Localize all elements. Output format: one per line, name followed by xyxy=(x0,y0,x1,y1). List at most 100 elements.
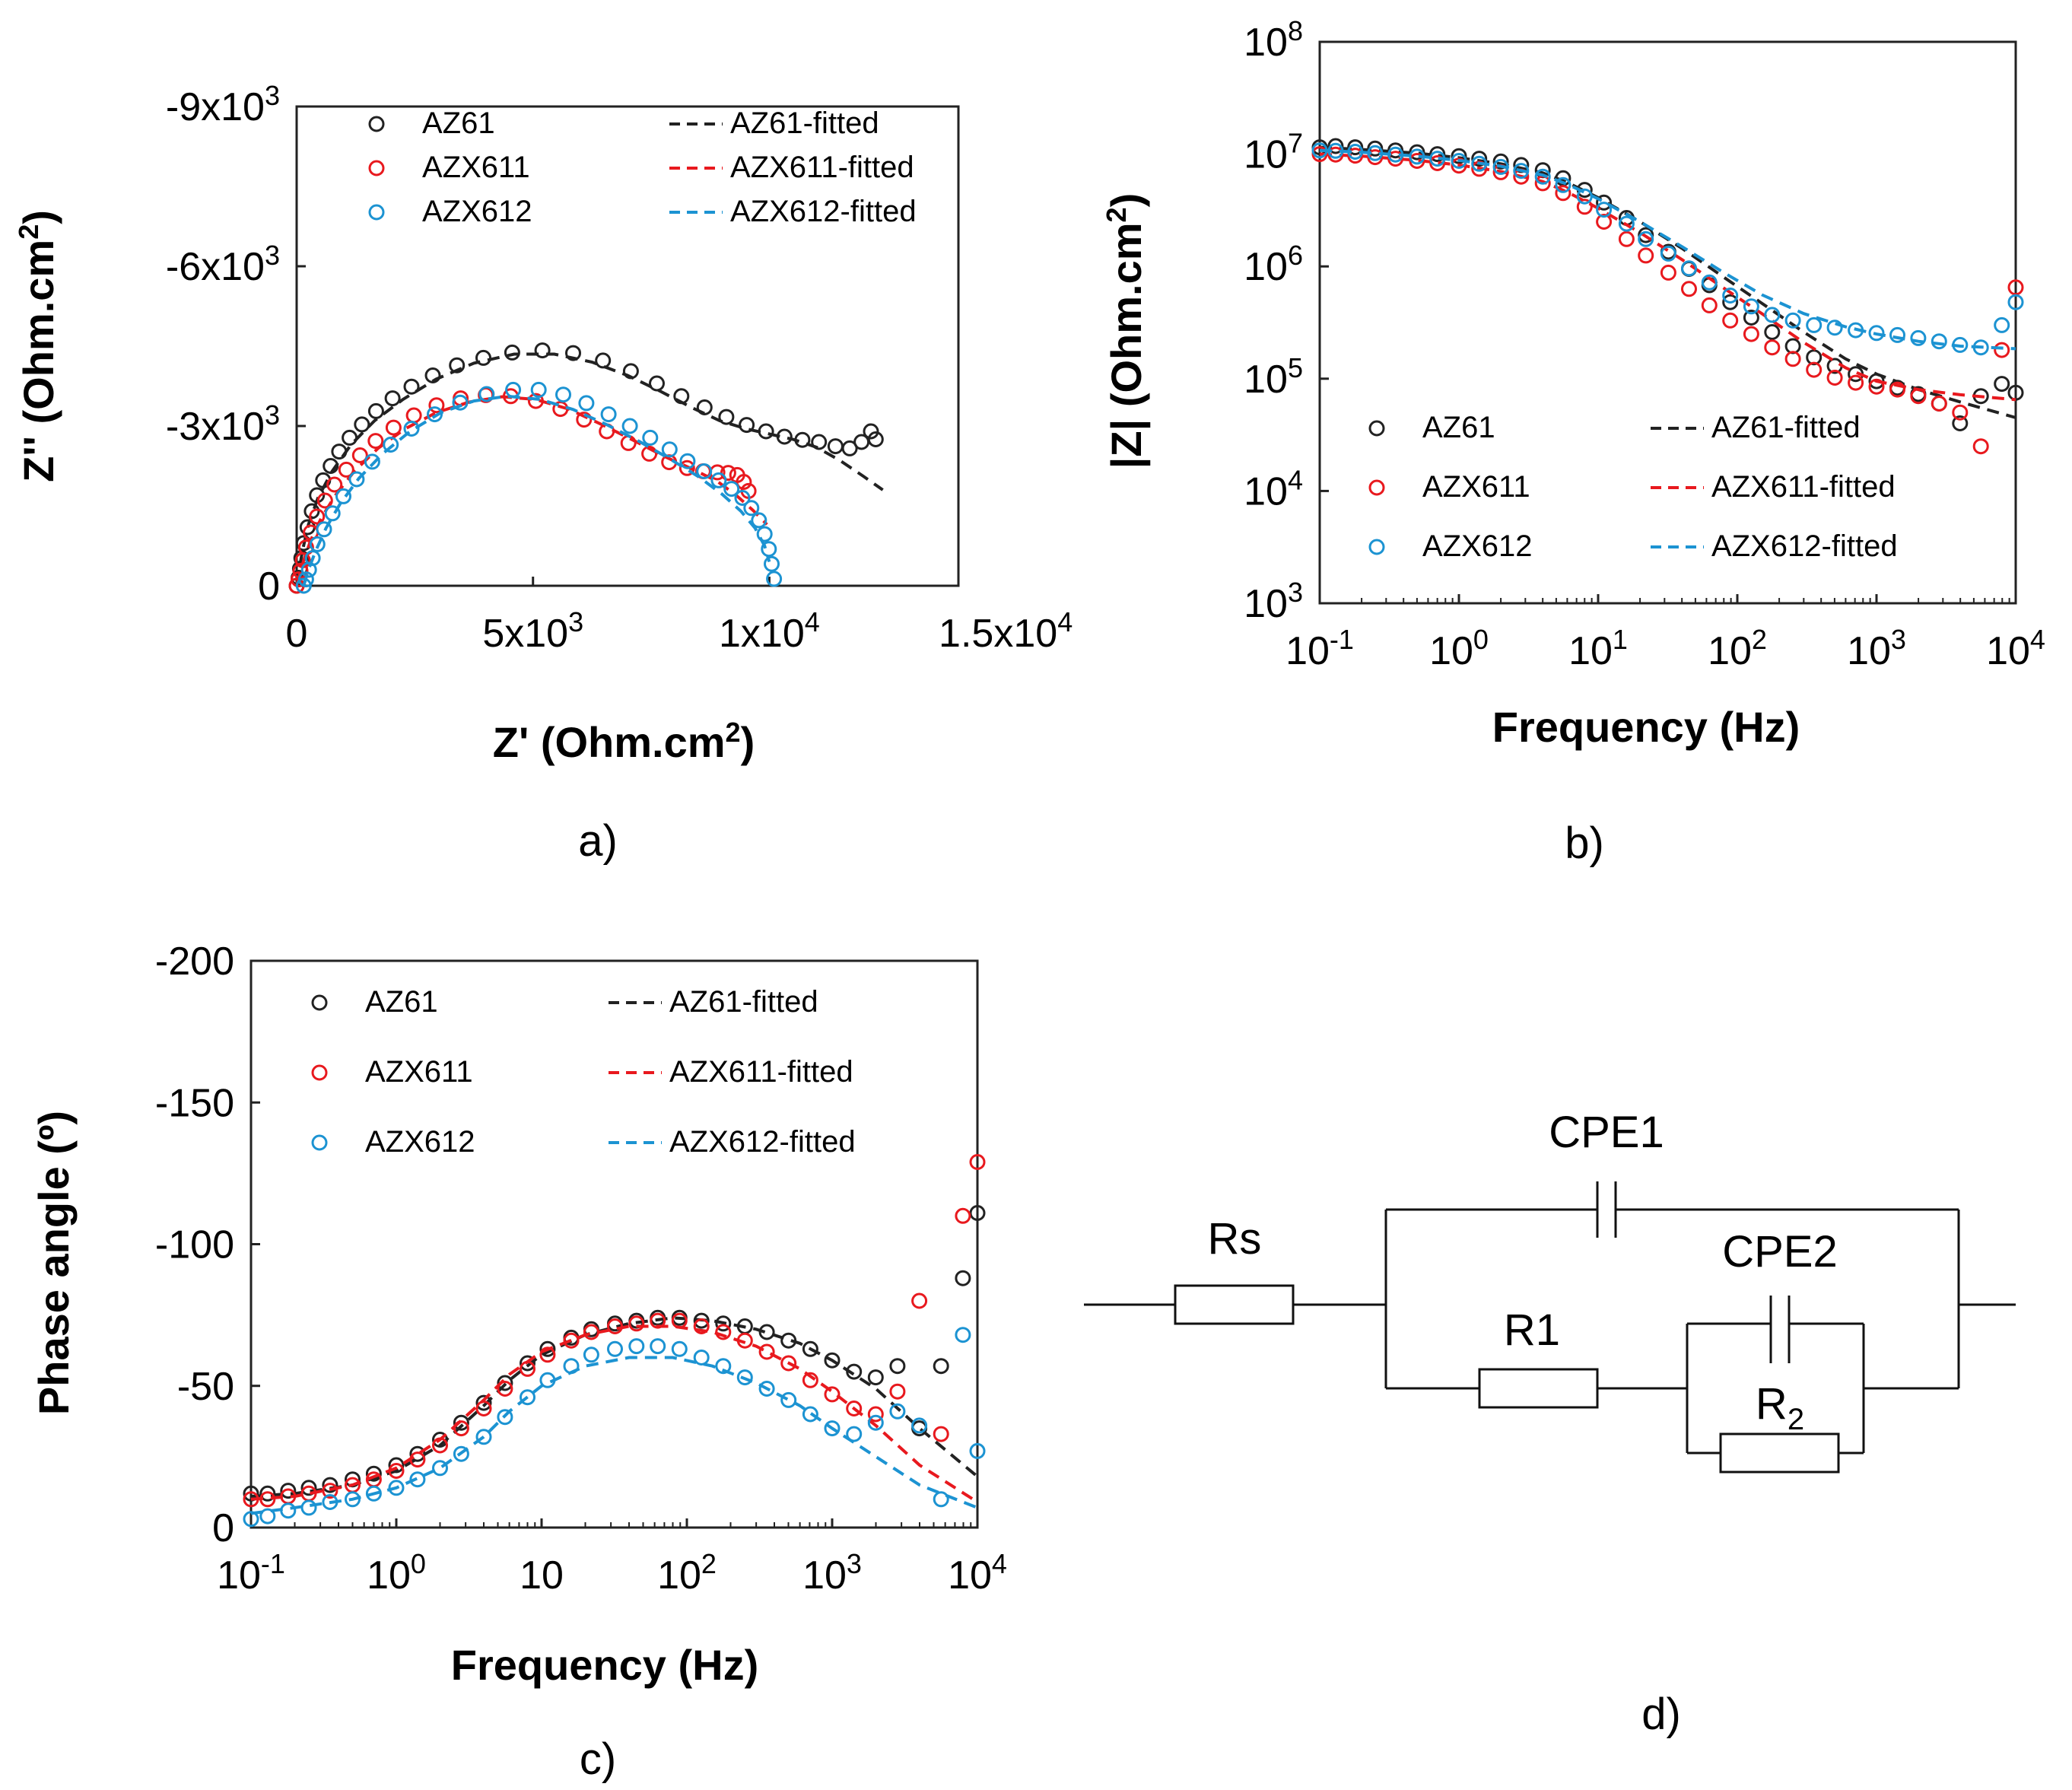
data-point xyxy=(1743,310,1759,326)
chart-b-y-label: |Z| (Ohm.cm2) xyxy=(1101,193,1151,469)
data-point xyxy=(351,447,368,463)
chart-a-ticks: 0 5x103 1x104 1.5x104 0 -3x103 -6x103 -9x103 xyxy=(166,80,1073,656)
chart-b-frame xyxy=(1318,40,2017,605)
legend-entry: AZX612 AZX612-fitted xyxy=(311,1125,856,1159)
data-point xyxy=(1806,316,1823,333)
data-point xyxy=(1681,260,1697,277)
data-point xyxy=(403,421,420,437)
legend-fit-label: AZ61-fitted xyxy=(730,107,879,140)
data-point xyxy=(933,1358,949,1375)
x-tick-label: 10-1 xyxy=(217,1548,285,1598)
legend-fit-label: AZ61-fitted xyxy=(669,985,818,1019)
series-azx611-fitted xyxy=(295,395,768,587)
y-tick-label: 108 xyxy=(1244,15,1303,65)
series-azx611-fitted xyxy=(250,1324,979,1504)
data-point xyxy=(1764,307,1781,323)
legend-label: AZX611 xyxy=(1422,470,1530,504)
data-point xyxy=(649,375,665,392)
data-point xyxy=(723,481,740,498)
data-point xyxy=(497,1381,513,1397)
data-point xyxy=(693,1318,710,1334)
legend-marker xyxy=(368,116,385,132)
panel-label-b: b) xyxy=(1565,819,1604,868)
data-point xyxy=(316,521,332,538)
data-point xyxy=(600,406,617,423)
legend-marker xyxy=(1368,420,1385,437)
data-point xyxy=(1868,325,1885,342)
data-point xyxy=(497,1409,513,1426)
data-point xyxy=(1806,349,1823,366)
data-point xyxy=(405,407,422,424)
data-point xyxy=(620,434,637,451)
data-point xyxy=(1596,214,1613,230)
legend-fit-label: AZX611-fitted xyxy=(1711,470,1896,504)
data-point xyxy=(354,416,370,433)
data-point xyxy=(1555,185,1571,202)
data-point xyxy=(1451,148,1467,164)
chart-c-ticks: 10-1 100 10 102 103 104 0 -50 -100 -150 -200 xyxy=(155,940,1007,1598)
data-point xyxy=(671,1340,688,1357)
data-point xyxy=(824,1386,841,1403)
data-point xyxy=(751,512,767,529)
chart-b-legend: AZ61 AZ61-fitted AZX611 AZX611-fitted AZX612… xyxy=(1368,411,1898,563)
data-point xyxy=(1327,138,1344,154)
legend-fit-label: AZX611-fitted xyxy=(730,151,914,184)
data-point xyxy=(621,418,638,434)
data-point xyxy=(955,1207,971,1224)
chart-a-legend: AZ61 AZ61-fitted AZX611 AZX611-fitted AZX612… xyxy=(368,107,917,228)
panel-label-a: a) xyxy=(578,816,618,866)
data-point xyxy=(824,1352,841,1369)
data-point xyxy=(607,1340,623,1357)
series-az61-fitted xyxy=(250,1316,979,1498)
legend-entry: AZX611 AZX611-fitted xyxy=(311,1055,853,1089)
data-point xyxy=(309,536,326,552)
data-point xyxy=(642,429,659,446)
data-point xyxy=(453,1445,469,1462)
fitted-curve xyxy=(1319,152,2016,402)
y-tick-label: 107 xyxy=(1244,128,1303,177)
x-tick-label: 100 xyxy=(367,1548,426,1598)
data-point xyxy=(650,1338,666,1355)
legend-fit-label: AZX612-fitted xyxy=(669,1125,856,1159)
data-point xyxy=(300,1499,317,1516)
x-tick-label: 103 xyxy=(802,1548,862,1598)
data-point xyxy=(1618,215,1635,232)
legend-marker xyxy=(311,1064,328,1081)
legend-marker xyxy=(311,994,328,1011)
legend-entry: AZX611 AZX611-fitted xyxy=(368,151,914,184)
data-point xyxy=(736,474,752,490)
data-point xyxy=(824,1420,841,1437)
fitted-curve xyxy=(302,394,771,587)
data-point xyxy=(595,352,612,369)
x-tick-label: 104 xyxy=(1986,624,2045,673)
chart-a-marks xyxy=(288,342,884,594)
circuit-labels: Rs CPE1 R1 CPE2 R2 d) xyxy=(1208,1108,1838,1739)
data-point xyxy=(475,349,491,366)
fitted-curve xyxy=(295,395,768,587)
data-point xyxy=(969,1154,986,1170)
data-point xyxy=(1701,274,1718,291)
data-point xyxy=(555,386,571,403)
data-point xyxy=(563,1332,580,1349)
x-tick-label: 1x104 xyxy=(719,606,820,656)
legend-marker xyxy=(368,204,385,221)
data-point xyxy=(1889,381,1905,398)
legend-label: AZ61 xyxy=(1422,411,1495,444)
chart-c-x-label: Frequency (Hz) xyxy=(451,1641,759,1689)
data-point xyxy=(780,1355,797,1372)
data-point xyxy=(867,1369,884,1386)
fitted-curve xyxy=(250,1324,979,1504)
data-point xyxy=(911,1292,928,1309)
data-point xyxy=(475,1394,492,1411)
data-point xyxy=(758,1381,775,1397)
data-point xyxy=(1952,404,1969,421)
legend-label: AZX611 xyxy=(422,151,530,184)
data-point xyxy=(1889,326,1905,343)
legend-entry: AZ61 AZ61-fitted xyxy=(368,107,879,140)
data-point xyxy=(628,1338,645,1355)
data-point xyxy=(583,1346,599,1363)
y-tick-label: 0 xyxy=(258,564,280,609)
nyquist-chart: 0 5x103 1x104 1.5x104 0 -3x103 -6x103 -9x103 AZ… xyxy=(13,80,1073,866)
data-point xyxy=(743,500,760,517)
